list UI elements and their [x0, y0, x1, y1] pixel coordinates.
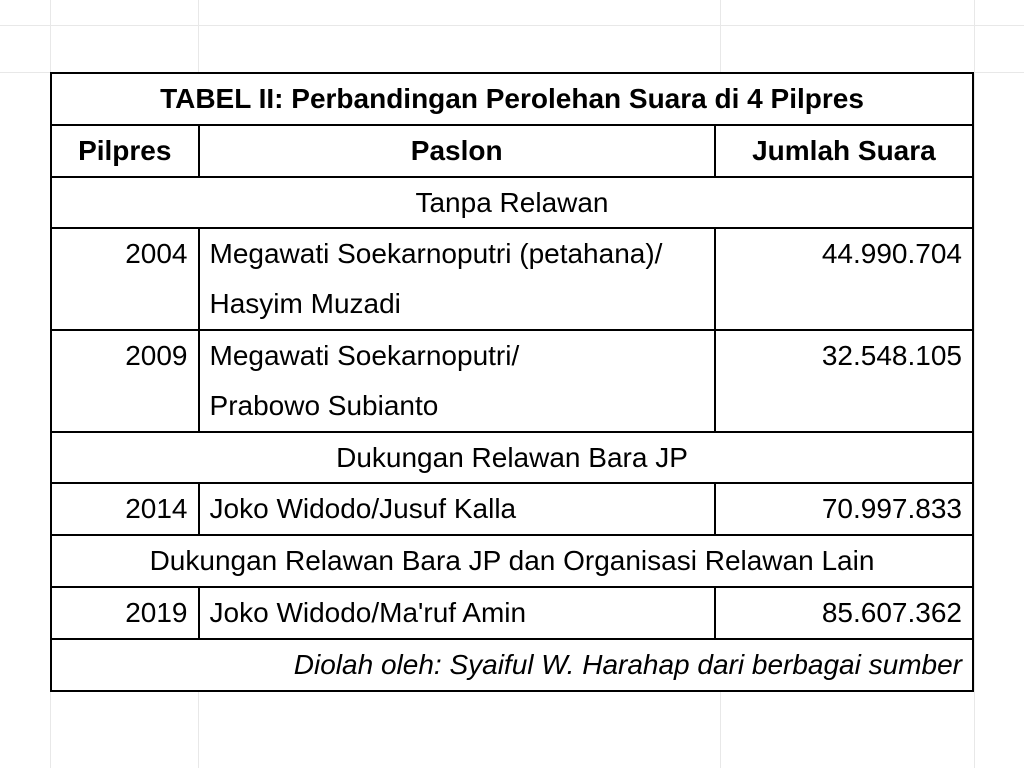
col-header-suara: Jumlah Suara: [715, 125, 973, 177]
cell-suara: 85.607.362: [715, 587, 973, 639]
col-header-paslon: Paslon: [199, 125, 715, 177]
cell-suara-blank: [715, 381, 973, 432]
cell-year: 2009: [51, 330, 199, 381]
cell-paslon: Joko Widodo/Ma'ruf Amin: [199, 587, 715, 639]
section-row: Dukungan Relawan Bara JP dan Organisasi …: [51, 535, 973, 587]
cell-year: 2004: [51, 228, 199, 279]
section-row: Dukungan Relawan Bara JP: [51, 432, 973, 484]
col-header-pilpres: Pilpres: [51, 125, 199, 177]
cell-year: 2014: [51, 483, 199, 535]
table-row: 2009 Megawati Soekarnoputri/ 32.548.105: [51, 330, 973, 381]
cell-year-blank: [51, 381, 199, 432]
cell-paslon: Megawati Soekarnoputri (petahana)/: [199, 228, 715, 279]
section-label: Tanpa Relawan: [51, 177, 973, 229]
table-row: 2004 Megawati Soekarnoputri (petahana)/ …: [51, 228, 973, 279]
cell-paslon-l2: Prabowo Subianto: [199, 381, 715, 432]
table-footer-row: Diolah oleh: Syaiful W. Harahap dari ber…: [51, 639, 973, 691]
cell-year-blank: [51, 279, 199, 330]
table-title-row: TABEL II: Perbandingan Perolehan Suara d…: [51, 73, 973, 125]
cell-suara: 32.548.105: [715, 330, 973, 381]
comparison-table: TABEL II: Perbandingan Perolehan Suara d…: [50, 72, 974, 692]
table-row: 2019 Joko Widodo/Ma'ruf Amin 85.607.362: [51, 587, 973, 639]
cell-suara: 44.990.704: [715, 228, 973, 279]
table-title: TABEL II: Perbandingan Perolehan Suara d…: [51, 73, 973, 125]
section-row: Tanpa Relawan: [51, 177, 973, 229]
cell-year: 2019: [51, 587, 199, 639]
section-label: Dukungan Relawan Bara JP: [51, 432, 973, 484]
data-table: TABEL II: Perbandingan Perolehan Suara d…: [50, 72, 974, 692]
section-label: Dukungan Relawan Bara JP dan Organisasi …: [51, 535, 973, 587]
cell-paslon: Joko Widodo/Jusuf Kalla: [199, 483, 715, 535]
table-row: 2014 Joko Widodo/Jusuf Kalla 70.997.833: [51, 483, 973, 535]
table-row: Prabowo Subianto: [51, 381, 973, 432]
table-header-row: Pilpres Paslon Jumlah Suara: [51, 125, 973, 177]
table-row: Hasyim Muzadi: [51, 279, 973, 330]
cell-suara-blank: [715, 279, 973, 330]
cell-paslon: Megawati Soekarnoputri/: [199, 330, 715, 381]
cell-suara: 70.997.833: [715, 483, 973, 535]
cell-paslon-l2: Hasyim Muzadi: [199, 279, 715, 330]
table-footer: Diolah oleh: Syaiful W. Harahap dari ber…: [51, 639, 973, 691]
